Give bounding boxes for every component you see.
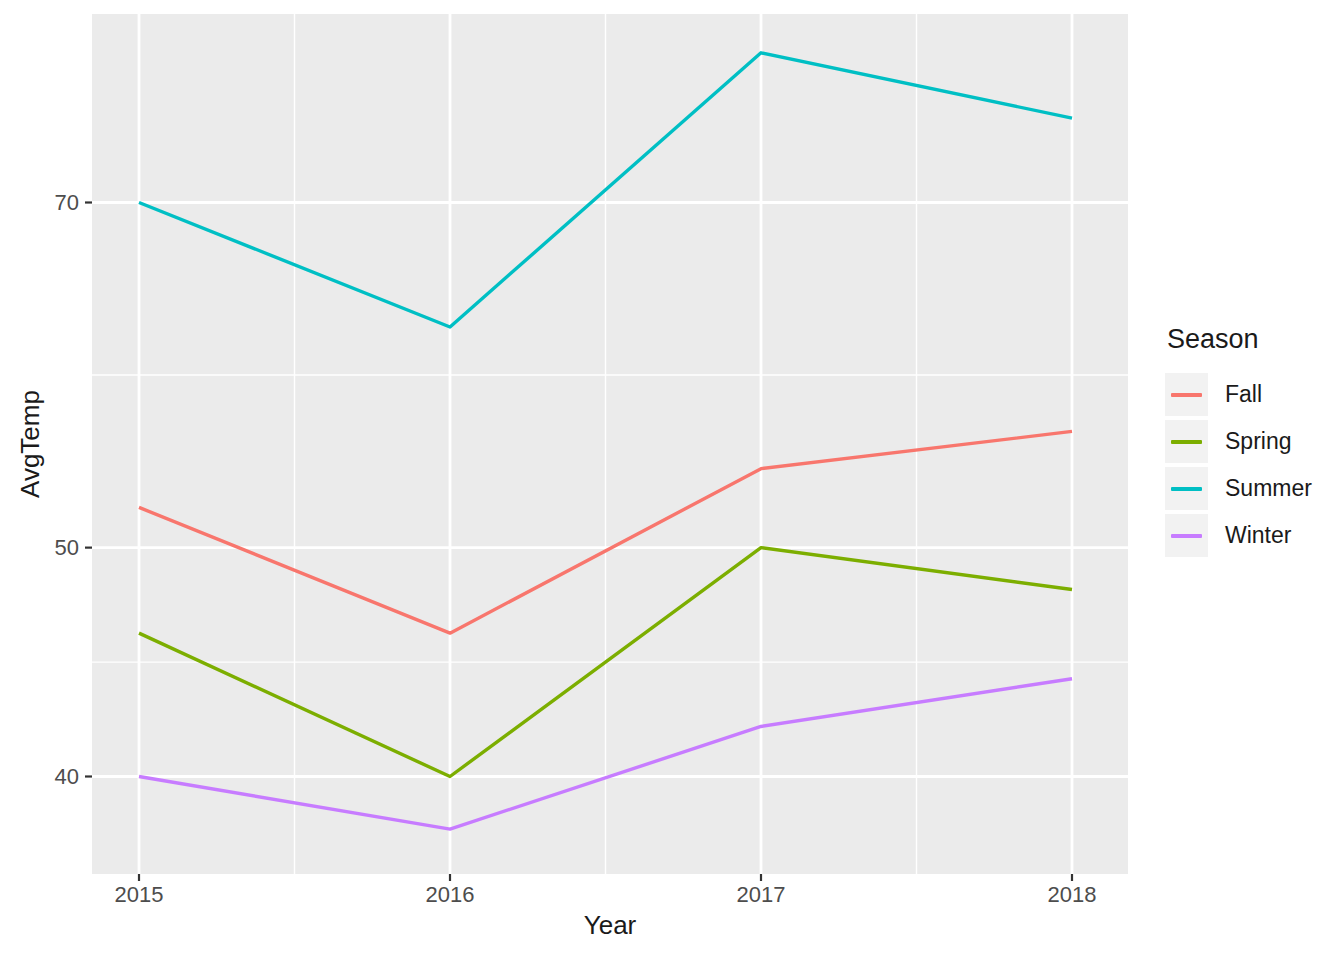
plot-panel [0,0,1344,960]
legend-key-line-icon [1171,440,1202,444]
legend-item: Winter [1165,514,1312,557]
x-tick-label: 2018 [1048,884,1097,906]
legend-item-label: Fall [1225,383,1262,406]
chart-root: 2015 2016 2017 2018 70 50 40 Year AvgTemp Sea… [0,0,1344,960]
legend-key-line-icon [1171,487,1202,491]
x-tick-label: 2017 [737,884,786,906]
y-tick-label: 70 [0,192,79,214]
legend-key-line-icon [1171,534,1202,538]
legend-key [1165,514,1208,557]
legend-item: Fall [1165,373,1312,416]
x-tick-label: 2015 [115,884,164,906]
legend-item: Spring [1165,420,1312,463]
legend-key [1165,373,1208,416]
legend-key [1165,420,1208,463]
y-tick-label: 50 [0,537,79,559]
legend-item-label: Summer [1225,477,1312,500]
legend: Season Fall Spring Summer Winter [1165,326,1312,561]
legend-item: Summer [1165,467,1312,510]
legend-item-label: Spring [1225,430,1291,453]
legend-item-label: Winter [1225,524,1291,547]
x-tick-label: 2016 [426,884,475,906]
legend-key [1165,467,1208,510]
x-axis-title: Year [584,912,637,938]
legend-title: Season [1167,326,1312,353]
y-tick-label: 40 [0,766,79,788]
y-axis-title: AvgTemp [17,390,43,498]
legend-key-line-icon [1171,393,1202,397]
